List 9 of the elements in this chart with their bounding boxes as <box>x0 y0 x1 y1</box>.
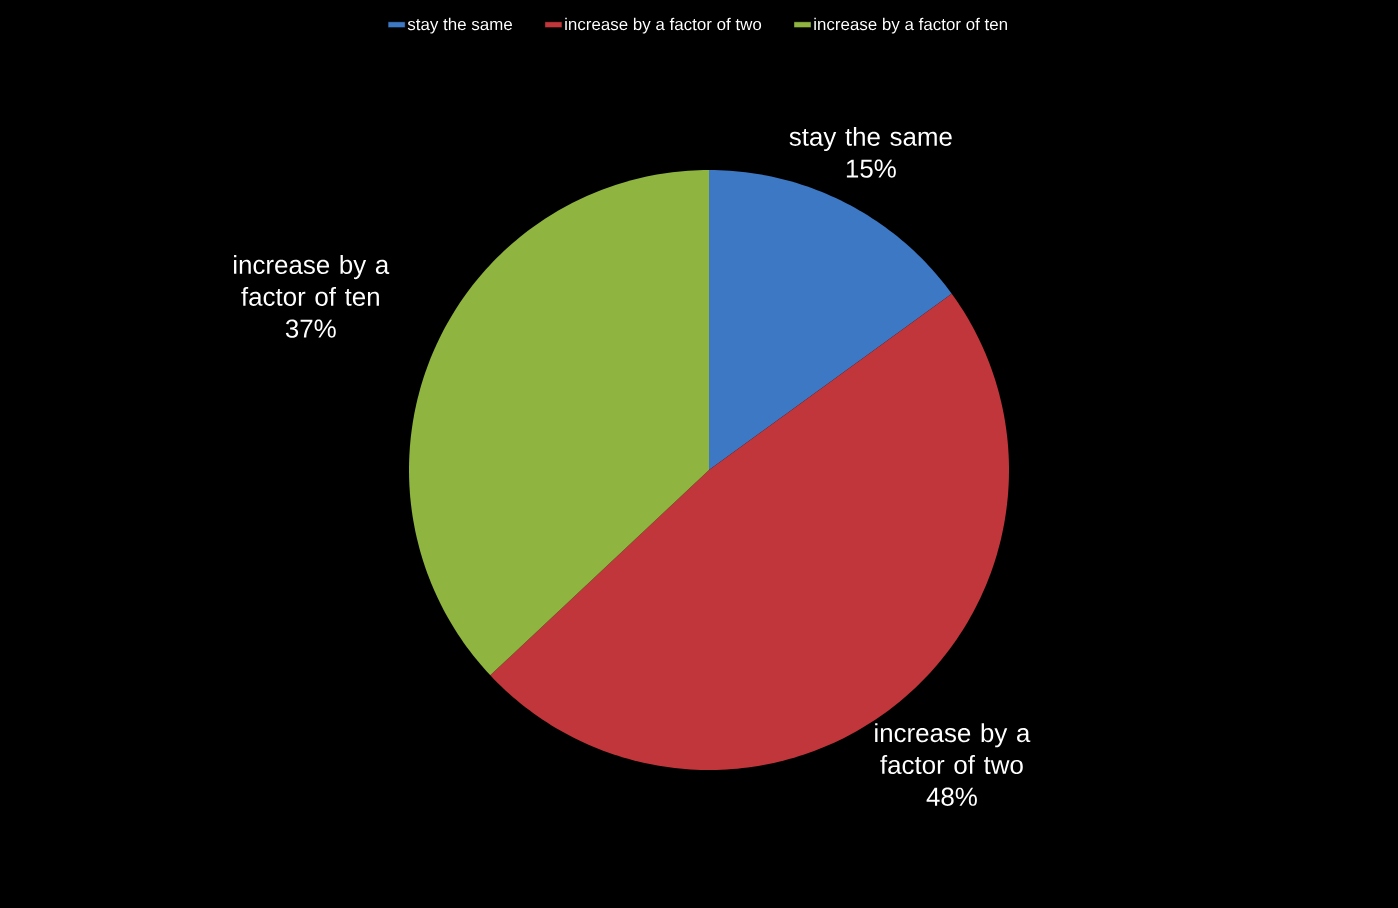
slice-label: stay the same <box>789 126 952 152</box>
slice-label: increase by a factor of ten <box>234 255 390 306</box>
legend-label: increase by a factor of ten <box>814 17 1007 34</box>
legend-label: increase by a factor of two <box>565 17 762 34</box>
data-label: 37% <box>285 319 336 338</box>
data-label: 48% <box>926 787 977 806</box>
legend-label: stay the same <box>407 17 512 34</box>
data-label: 15% <box>846 159 896 178</box>
slice-label: increase by a factor of two <box>875 723 1031 775</box>
